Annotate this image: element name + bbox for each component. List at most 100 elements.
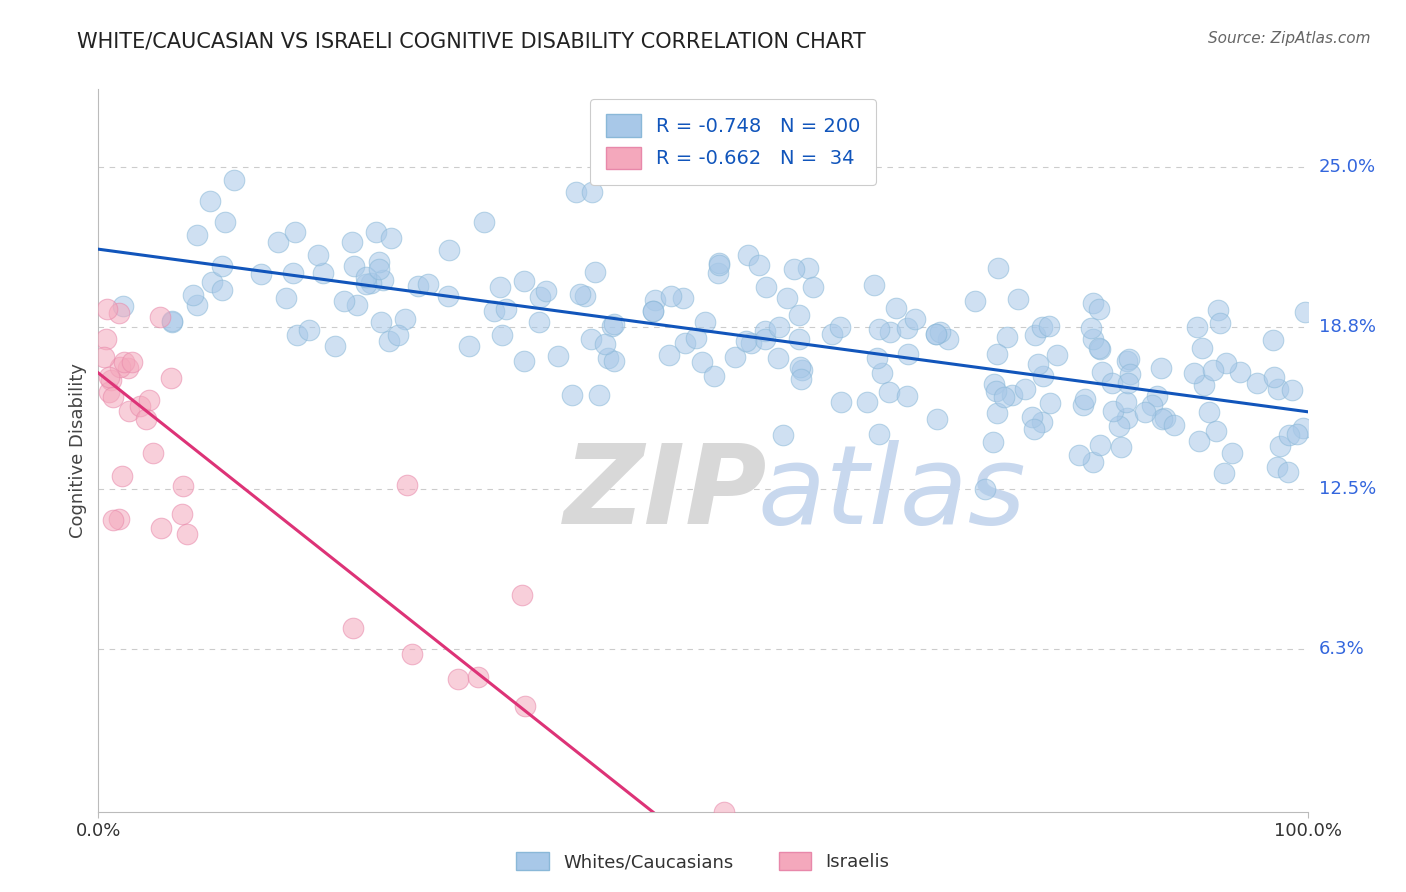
Point: [211, 283, 233, 297]
Point: [830, 395, 852, 409]
Point: [987, 260, 1010, 275]
Point: [904, 311, 927, 326]
Point: [474, 215, 496, 229]
Point: [713, 805, 735, 819]
Point: [963, 293, 986, 308]
Point: [986, 406, 1008, 420]
Point: [821, 326, 844, 341]
Point: [340, 235, 363, 249]
Point: [380, 231, 402, 245]
Point: [117, 404, 139, 418]
Point: [588, 387, 610, 401]
Text: 18.8%: 18.8%: [1319, 318, 1375, 335]
Point: [135, 412, 157, 426]
Point: [1115, 395, 1137, 409]
Point: [1119, 367, 1142, 381]
Point: [768, 320, 790, 334]
Point: [1202, 363, 1225, 377]
Point: [658, 348, 681, 362]
Point: [172, 479, 194, 493]
Text: 25.0%: 25.0%: [1319, 158, 1376, 176]
Text: ZIP: ZIP: [564, 441, 768, 548]
Point: [512, 588, 534, 602]
Point: [585, 265, 607, 279]
Point: [1081, 331, 1104, 345]
Point: [561, 388, 583, 402]
Point: [748, 258, 770, 272]
Point: [1229, 365, 1251, 379]
Point: [513, 274, 536, 288]
Point: [283, 225, 305, 239]
Point: [495, 301, 517, 316]
Point: [467, 670, 489, 684]
Point: [285, 328, 308, 343]
Point: [1263, 370, 1285, 384]
Y-axis label: Cognitive Disability: Cognitive Disability: [69, 363, 87, 538]
Point: [1118, 352, 1140, 367]
Point: [1031, 319, 1053, 334]
Point: [643, 304, 665, 318]
Point: [534, 285, 557, 299]
Point: [1026, 357, 1049, 371]
Point: [307, 248, 329, 262]
Point: [367, 254, 389, 268]
Point: [1187, 320, 1209, 334]
Point: [897, 347, 920, 361]
Point: [1265, 460, 1288, 475]
Point: [312, 266, 335, 280]
Point: [112, 355, 135, 369]
Point: [198, 194, 221, 208]
Point: [1115, 354, 1137, 368]
Legend: R = -0.748   N = 200, R = -0.662   N =  34: R = -0.748 N = 200, R = -0.662 N = 34: [591, 99, 876, 185]
Point: [368, 262, 391, 277]
Point: [96, 301, 118, 316]
Point: [360, 277, 382, 291]
Point: [1102, 404, 1125, 418]
Point: [868, 322, 890, 336]
Point: [96, 332, 118, 346]
Point: [98, 384, 121, 399]
Text: 12.5%: 12.5%: [1319, 480, 1376, 498]
Point: [458, 339, 481, 353]
Point: [489, 280, 512, 294]
Point: [1116, 376, 1139, 390]
Point: [512, 354, 534, 368]
Point: [789, 359, 811, 374]
Point: [1031, 415, 1053, 429]
Point: [406, 278, 429, 293]
Point: [181, 288, 204, 302]
Point: [870, 367, 893, 381]
Point: [1163, 417, 1185, 432]
Point: [790, 371, 813, 385]
Point: [1074, 392, 1097, 407]
Point: [983, 376, 1005, 391]
Point: [1294, 305, 1316, 319]
Point: [598, 351, 620, 365]
Point: [201, 275, 224, 289]
Point: [162, 315, 184, 329]
Point: [1192, 378, 1215, 392]
Point: [1292, 421, 1315, 435]
Point: [868, 426, 890, 441]
Point: [170, 508, 193, 522]
Point: [693, 315, 716, 329]
Point: [186, 228, 208, 243]
Point: [1191, 341, 1213, 355]
Point: [754, 324, 776, 338]
Legend: Whites/Caucasians, Israelis: Whites/Caucasians, Israelis: [509, 845, 897, 879]
Point: [737, 248, 759, 262]
Point: [1024, 327, 1046, 342]
Point: [866, 351, 889, 365]
Point: [211, 259, 233, 273]
Point: [267, 235, 290, 249]
Point: [101, 390, 124, 404]
Point: [974, 482, 997, 496]
Point: [896, 320, 918, 334]
Point: [724, 351, 747, 365]
Point: [995, 330, 1018, 344]
Point: [986, 347, 1008, 361]
Point: [437, 289, 460, 303]
Point: [1220, 445, 1243, 459]
Point: [659, 289, 682, 303]
Point: [789, 309, 811, 323]
